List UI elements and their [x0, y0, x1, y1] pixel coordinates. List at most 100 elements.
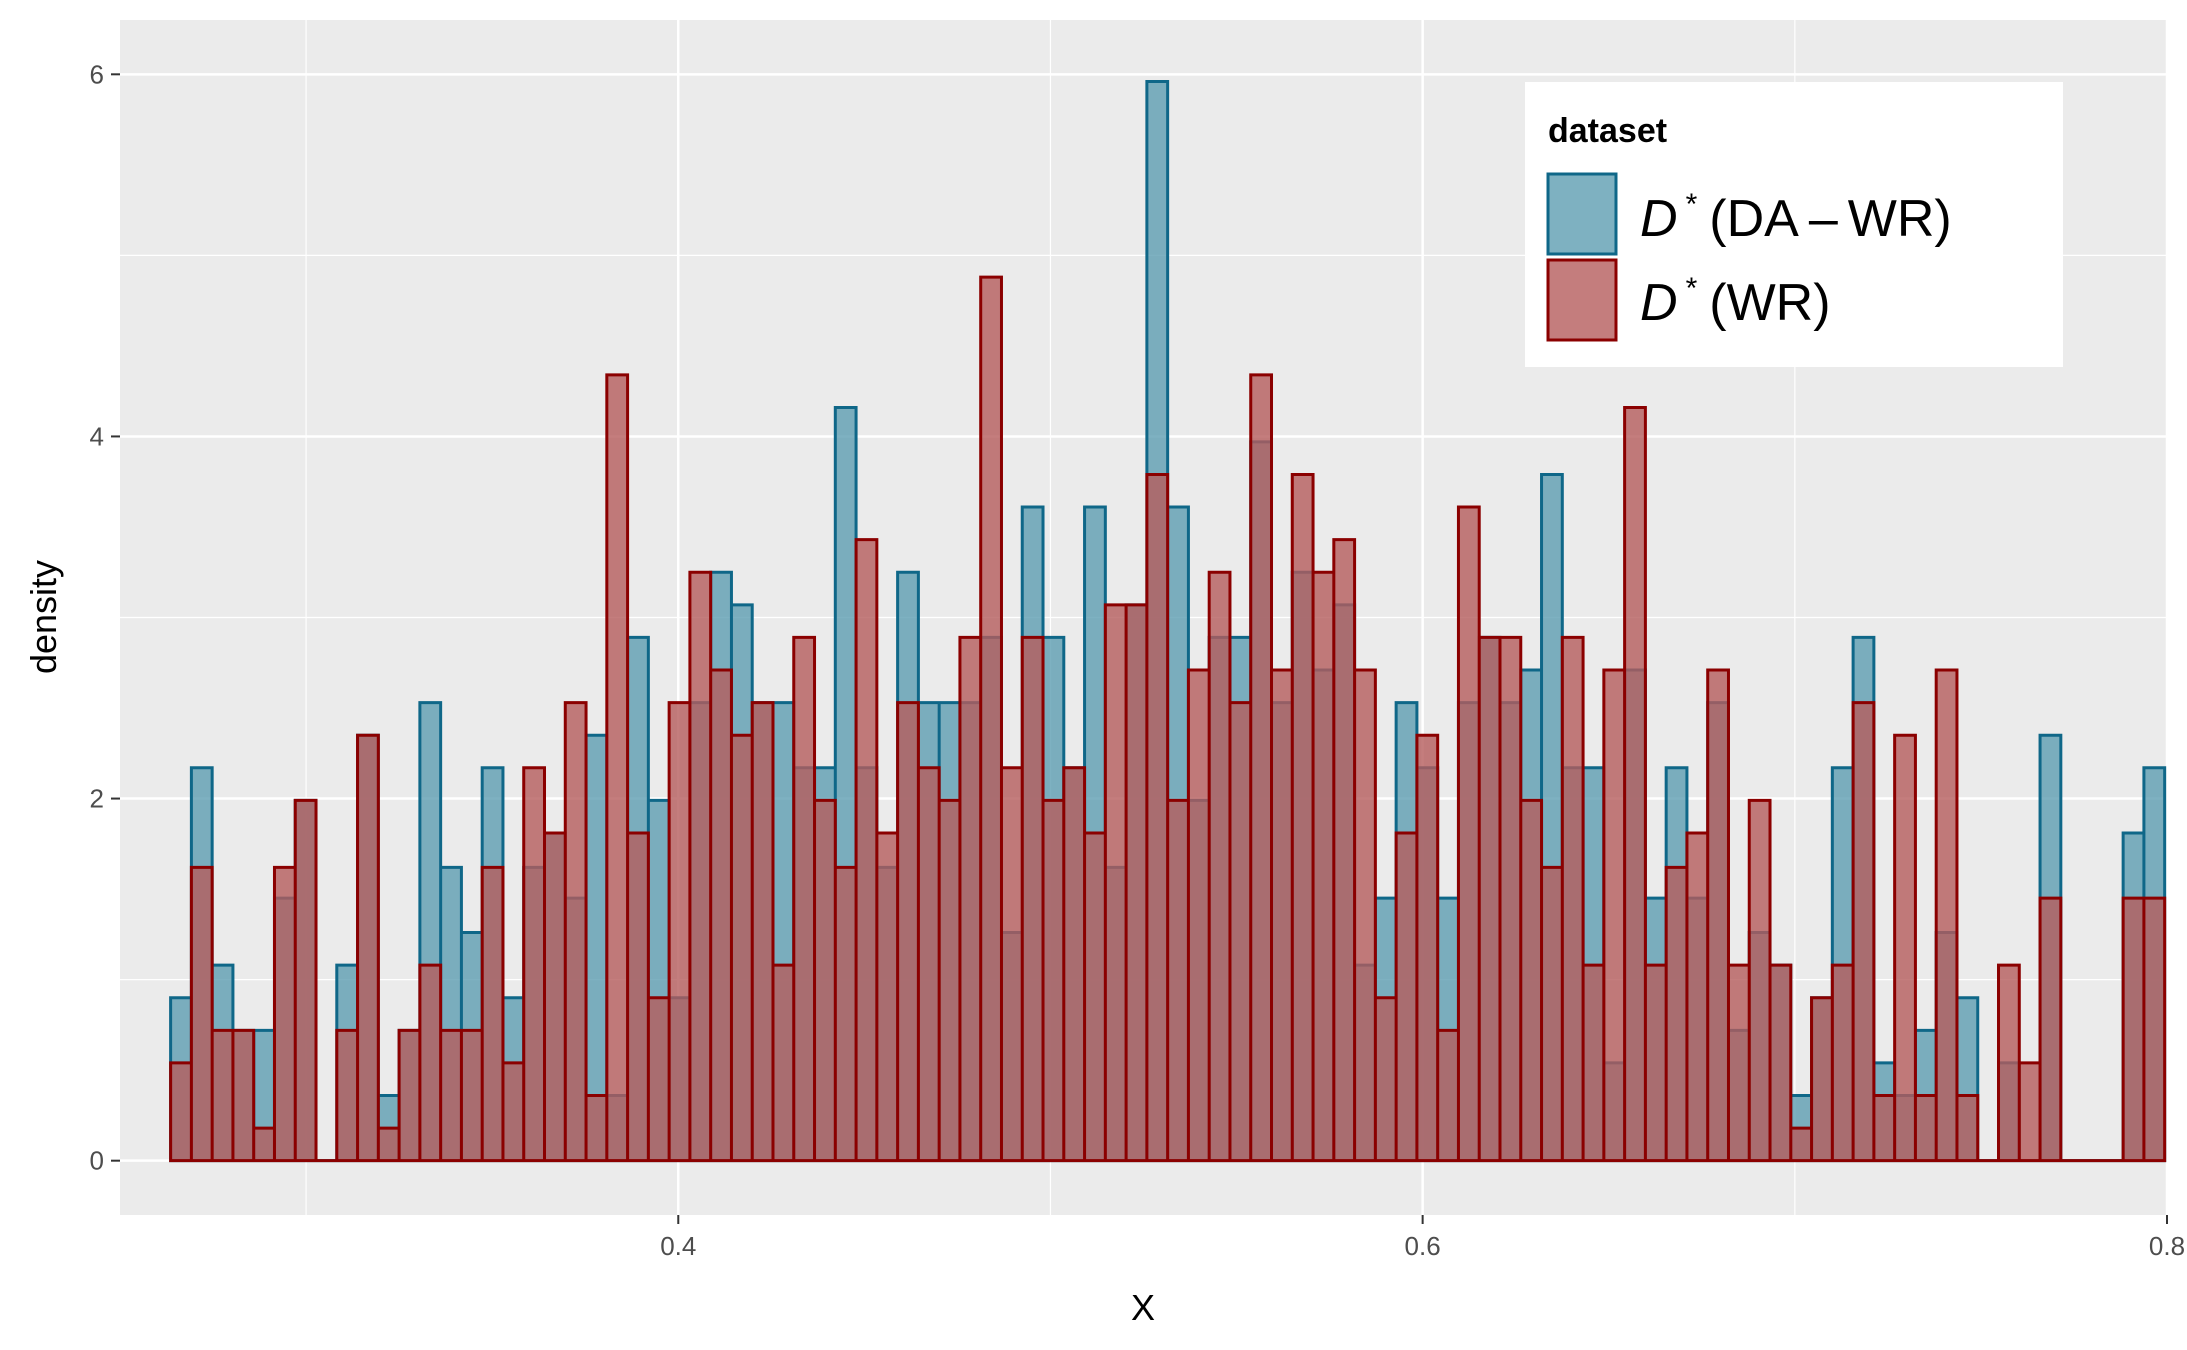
bar-wr — [1749, 800, 1771, 1161]
bar-wr — [1541, 867, 1563, 1161]
legend-key-da-wr — [1546, 172, 1618, 256]
bar-wr — [752, 702, 773, 1161]
bar-wr — [1416, 735, 1438, 1161]
bar-wr — [378, 1128, 400, 1161]
bar-wr — [1915, 1095, 1937, 1161]
axis-tick-labels: 0 2 4 6 0.4 0.6 0.8 — [90, 59, 2186, 1261]
bar-wr — [856, 539, 877, 1161]
bar-wr — [731, 735, 753, 1161]
bar-wr — [482, 867, 503, 1161]
bar-wr — [876, 832, 898, 1161]
bar-wr — [170, 1062, 192, 1161]
bar-wr — [1458, 507, 1480, 1161]
bar-wr — [959, 637, 981, 1161]
bar-wr — [1001, 767, 1023, 1161]
x-axis-title: X — [1131, 1287, 1155, 1328]
bar-wr — [419, 965, 441, 1161]
bar-wr — [586, 1095, 607, 1161]
bar-wr — [1292, 474, 1314, 1161]
bar-wr — [191, 867, 213, 1161]
bar-wr — [523, 767, 545, 1161]
bar-wr — [1167, 800, 1189, 1161]
bar-wr — [1645, 965, 1667, 1161]
bar-wr — [1043, 800, 1064, 1161]
axis-ticks — [111, 73, 2168, 1224]
bar-wr — [1520, 800, 1542, 1161]
bar-wr — [2143, 898, 2165, 1161]
bar-wr — [295, 800, 317, 1161]
bar-wr — [689, 572, 711, 1161]
y-tick-label: 2 — [90, 784, 104, 814]
bar-wr — [1770, 965, 1791, 1161]
legend-label-da-wr: D * (DA – WR) — [1640, 188, 1952, 248]
bar-wr — [1603, 670, 1625, 1161]
bar-wr — [1271, 670, 1293, 1161]
bar-wr — [1188, 670, 1210, 1161]
bar-wr — [1853, 702, 1874, 1161]
bar-wr — [1146, 474, 1168, 1161]
bar-outlines-wr — [169, 275, 2167, 1163]
bar-wr — [399, 1030, 420, 1161]
x-tick-label: 0.4 — [660, 1231, 696, 1261]
bar-wr — [627, 832, 649, 1161]
bar-wr — [1998, 965, 2020, 1161]
bar-wr — [1022, 637, 1044, 1161]
bar-wr — [502, 1062, 524, 1161]
bar-wr — [1375, 997, 1397, 1161]
bar-wr — [814, 800, 836, 1161]
bar-wr — [1479, 637, 1500, 1161]
bar-wr — [1562, 637, 1584, 1161]
bar-wr — [336, 1030, 358, 1161]
bar-wr — [1666, 867, 1687, 1161]
bar-wr — [1229, 702, 1251, 1161]
bar-wr — [835, 867, 857, 1161]
bar-wr — [1832, 965, 1854, 1161]
x-tick-label: 0.6 — [1405, 1231, 1441, 1261]
bar-wr — [565, 702, 587, 1161]
bar-wr — [1396, 832, 1417, 1161]
bar-wr — [212, 1030, 233, 1161]
bar-wr — [253, 1128, 275, 1161]
y-tick-label: 6 — [90, 59, 104, 89]
y-axis-title: density — [23, 560, 64, 674]
legend-title: dataset — [1548, 112, 1667, 150]
bar-wr — [710, 670, 732, 1161]
bar-wr — [1354, 670, 1376, 1161]
legend-key-wr — [1546, 258, 1618, 342]
bar-wr — [1084, 832, 1106, 1161]
bar-wr — [1209, 572, 1230, 1161]
bar-wr — [232, 1030, 254, 1161]
bar-wr — [1873, 1095, 1895, 1161]
bar-wr — [939, 800, 960, 1161]
bar-wr — [1333, 539, 1355, 1161]
bar-wr — [1126, 604, 1147, 1161]
bar-wr — [648, 997, 670, 1161]
bar-wr — [1437, 1030, 1459, 1161]
bar-wr — [357, 735, 379, 1161]
bar-wr — [980, 277, 1002, 1161]
bar-wr — [461, 1030, 483, 1161]
bar-wr — [274, 867, 296, 1161]
bar-wr — [544, 832, 566, 1161]
bar-wr — [2019, 1062, 2041, 1161]
bar-wr — [1499, 637, 1521, 1161]
bar-wr — [1063, 767, 1085, 1161]
bar-wr — [1728, 965, 1750, 1161]
bar-wr — [1707, 670, 1729, 1161]
bar-wr — [1105, 604, 1127, 1161]
bar-wr — [669, 702, 690, 1161]
bar-wr — [772, 965, 794, 1161]
bar-wr — [1894, 735, 1916, 1161]
bar-wr — [1956, 1095, 1978, 1161]
bar-wr — [1583, 965, 1604, 1161]
legend-label-wr: D * (WR) — [1640, 272, 1831, 332]
bar-wr — [440, 1030, 462, 1161]
bar-wr — [1936, 670, 1957, 1161]
x-tick-label: 0.8 — [2149, 1231, 2185, 1261]
bar-da-wr — [586, 735, 607, 1161]
y-tick-label: 0 — [90, 1146, 104, 1176]
bar-wr — [897, 702, 919, 1161]
bar-wr — [606, 374, 628, 1161]
bar-wr — [793, 637, 815, 1161]
